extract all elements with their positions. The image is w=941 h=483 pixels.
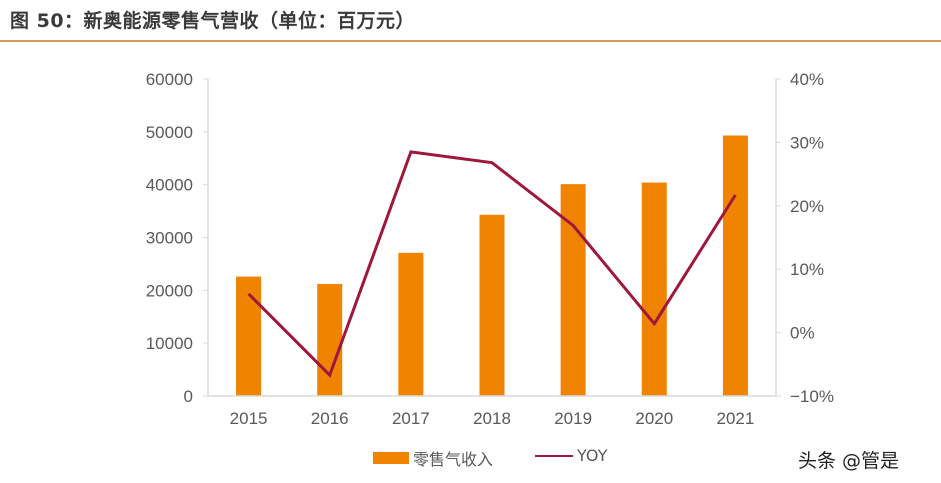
right-tick-label: 10% <box>790 260 824 279</box>
axes <box>207 79 777 397</box>
bar-2018 <box>479 214 505 396</box>
revenue-bars <box>236 135 748 396</box>
right-tick-label: 30% <box>790 133 824 152</box>
legend: 零售气收入 YOY <box>0 446 941 474</box>
right-tick-label: −10% <box>790 387 834 406</box>
bar-2015 <box>236 276 262 396</box>
left-tick-label: 50000 <box>146 123 193 142</box>
bar-2017 <box>398 252 424 396</box>
right-axis-ticks: −10% 0% 10% 20% 30% 40% <box>776 70 834 406</box>
x-tick-label: 2015 <box>230 409 268 428</box>
x-tick-label: 2020 <box>635 409 673 428</box>
yoy-polyline <box>247 150 737 378</box>
bar-2021 <box>722 135 748 396</box>
left-tick-label: 40000 <box>146 176 193 195</box>
right-tick-label: 0% <box>790 324 815 343</box>
x-tick-label: 2017 <box>392 409 430 428</box>
left-tick-label: 20000 <box>146 281 193 300</box>
x-tick-label: 2016 <box>311 409 349 428</box>
right-tick-label: 20% <box>790 197 824 216</box>
bar-2020 <box>641 182 667 396</box>
right-tick-label: 40% <box>790 70 824 89</box>
line-swatch-icon <box>535 454 573 457</box>
bar-2016 <box>317 283 343 396</box>
bar-2019 <box>560 184 586 396</box>
title-divider <box>0 40 941 42</box>
legend-label-yoy: YOY <box>577 446 608 465</box>
x-axis-labels: 2015 2016 2017 2018 2019 2020 2021 <box>230 409 755 428</box>
legend-item-revenue: 零售气收入 <box>373 446 493 470</box>
left-tick-label: 10000 <box>146 334 193 353</box>
bar-swatch-icon <box>373 452 409 464</box>
x-tick-label: 2021 <box>717 409 755 428</box>
left-tick-label: 30000 <box>146 229 193 248</box>
left-tick-label: 0 <box>184 387 193 406</box>
watermark: 头条 @管是 <box>798 450 900 472</box>
combo-chart: 0 10000 20000 30000 40000 50000 60000 −10% 0% 10… <box>146 70 834 428</box>
legend-label-revenue: 零售气收入 <box>413 450 494 469</box>
yoy-line <box>247 150 737 378</box>
left-axis-ticks: 0 10000 20000 30000 40000 50000 60000 <box>146 70 208 406</box>
left-tick-label: 60000 <box>146 70 193 89</box>
figure-title: 图 50：新奥能源零售气营收（单位：百万元） <box>10 10 416 32</box>
legend-item-yoy: YOY <box>535 446 607 465</box>
x-tick-label: 2018 <box>473 409 511 428</box>
x-tick-label: 2019 <box>554 409 592 428</box>
